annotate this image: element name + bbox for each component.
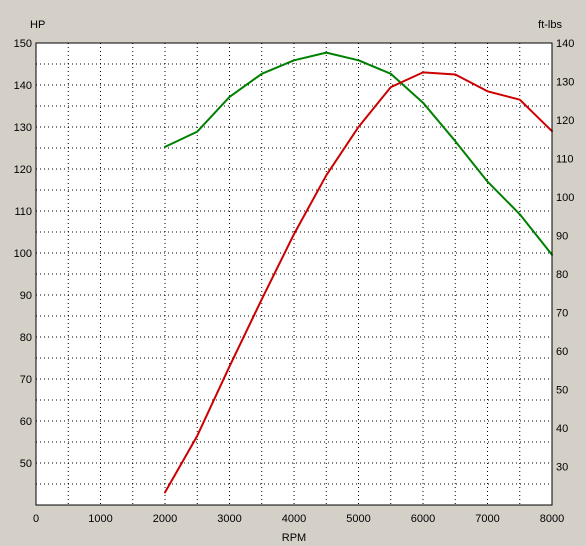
grid — [36, 43, 552, 505]
y-left-tick-label: 120 — [14, 164, 32, 176]
y-left-tick-label: 90 — [20, 290, 32, 302]
y-left-tick-label: 100 — [14, 248, 32, 260]
x-tick-label: 3000 — [217, 513, 241, 525]
y-left-tick-label: 60 — [20, 416, 32, 428]
y-right-tick-label: 30 — [556, 462, 568, 474]
y-right-tick-label: 130 — [556, 77, 574, 89]
y-left-tick-label: 130 — [14, 122, 32, 134]
y-right-tick-label: 120 — [556, 115, 574, 127]
y-right-tick-label: 140 — [556, 38, 574, 50]
y-left-tick-label: 150 — [14, 38, 32, 50]
y-left-tick-label: 70 — [20, 374, 32, 386]
x-tick-label: 7000 — [475, 513, 499, 525]
y-left-tick-label: 110 — [14, 206, 32, 218]
x-tick-label: 4000 — [282, 513, 306, 525]
x-tick-label: 6000 — [411, 513, 435, 525]
y-left-tick-label: 50 — [20, 458, 32, 470]
y-right-tick-label: 80 — [556, 269, 568, 281]
x-tick-label: 5000 — [346, 513, 370, 525]
y-right-tick-label: 40 — [556, 423, 568, 435]
x-tick-label: 1000 — [88, 513, 112, 525]
axis-ticks: 0 1000 2000 3000 4000 5000 6000 7000 8000 50 60 70 8… — [14, 38, 575, 525]
y-right-tick-label: 100 — [556, 192, 574, 204]
series-line-red — [164, 71, 553, 494]
y-right-tick-label: 90 — [556, 231, 568, 243]
series-line-green — [164, 51, 553, 256]
y-right-tick-label: 70 — [556, 308, 568, 320]
y-right-tick-label: 110 — [556, 154, 574, 166]
y-left-tick-label: 80 — [20, 332, 32, 344]
y-axis-left-title: HP — [30, 19, 45, 31]
y-right-tick-label: 60 — [556, 346, 568, 358]
x-tick-label: 0 — [33, 513, 39, 525]
x-tick-label: 2000 — [153, 513, 177, 525]
y-left-tick-label: 140 — [14, 80, 32, 92]
y-axis-right-title: ft-lbs — [538, 19, 562, 31]
plot-border — [35, 42, 553, 506]
x-axis-title: RPM — [282, 532, 306, 544]
series-lines — [164, 51, 553, 494]
y-right-tick-label: 50 — [556, 385, 568, 397]
x-tick-label: 8000 — [540, 513, 564, 525]
